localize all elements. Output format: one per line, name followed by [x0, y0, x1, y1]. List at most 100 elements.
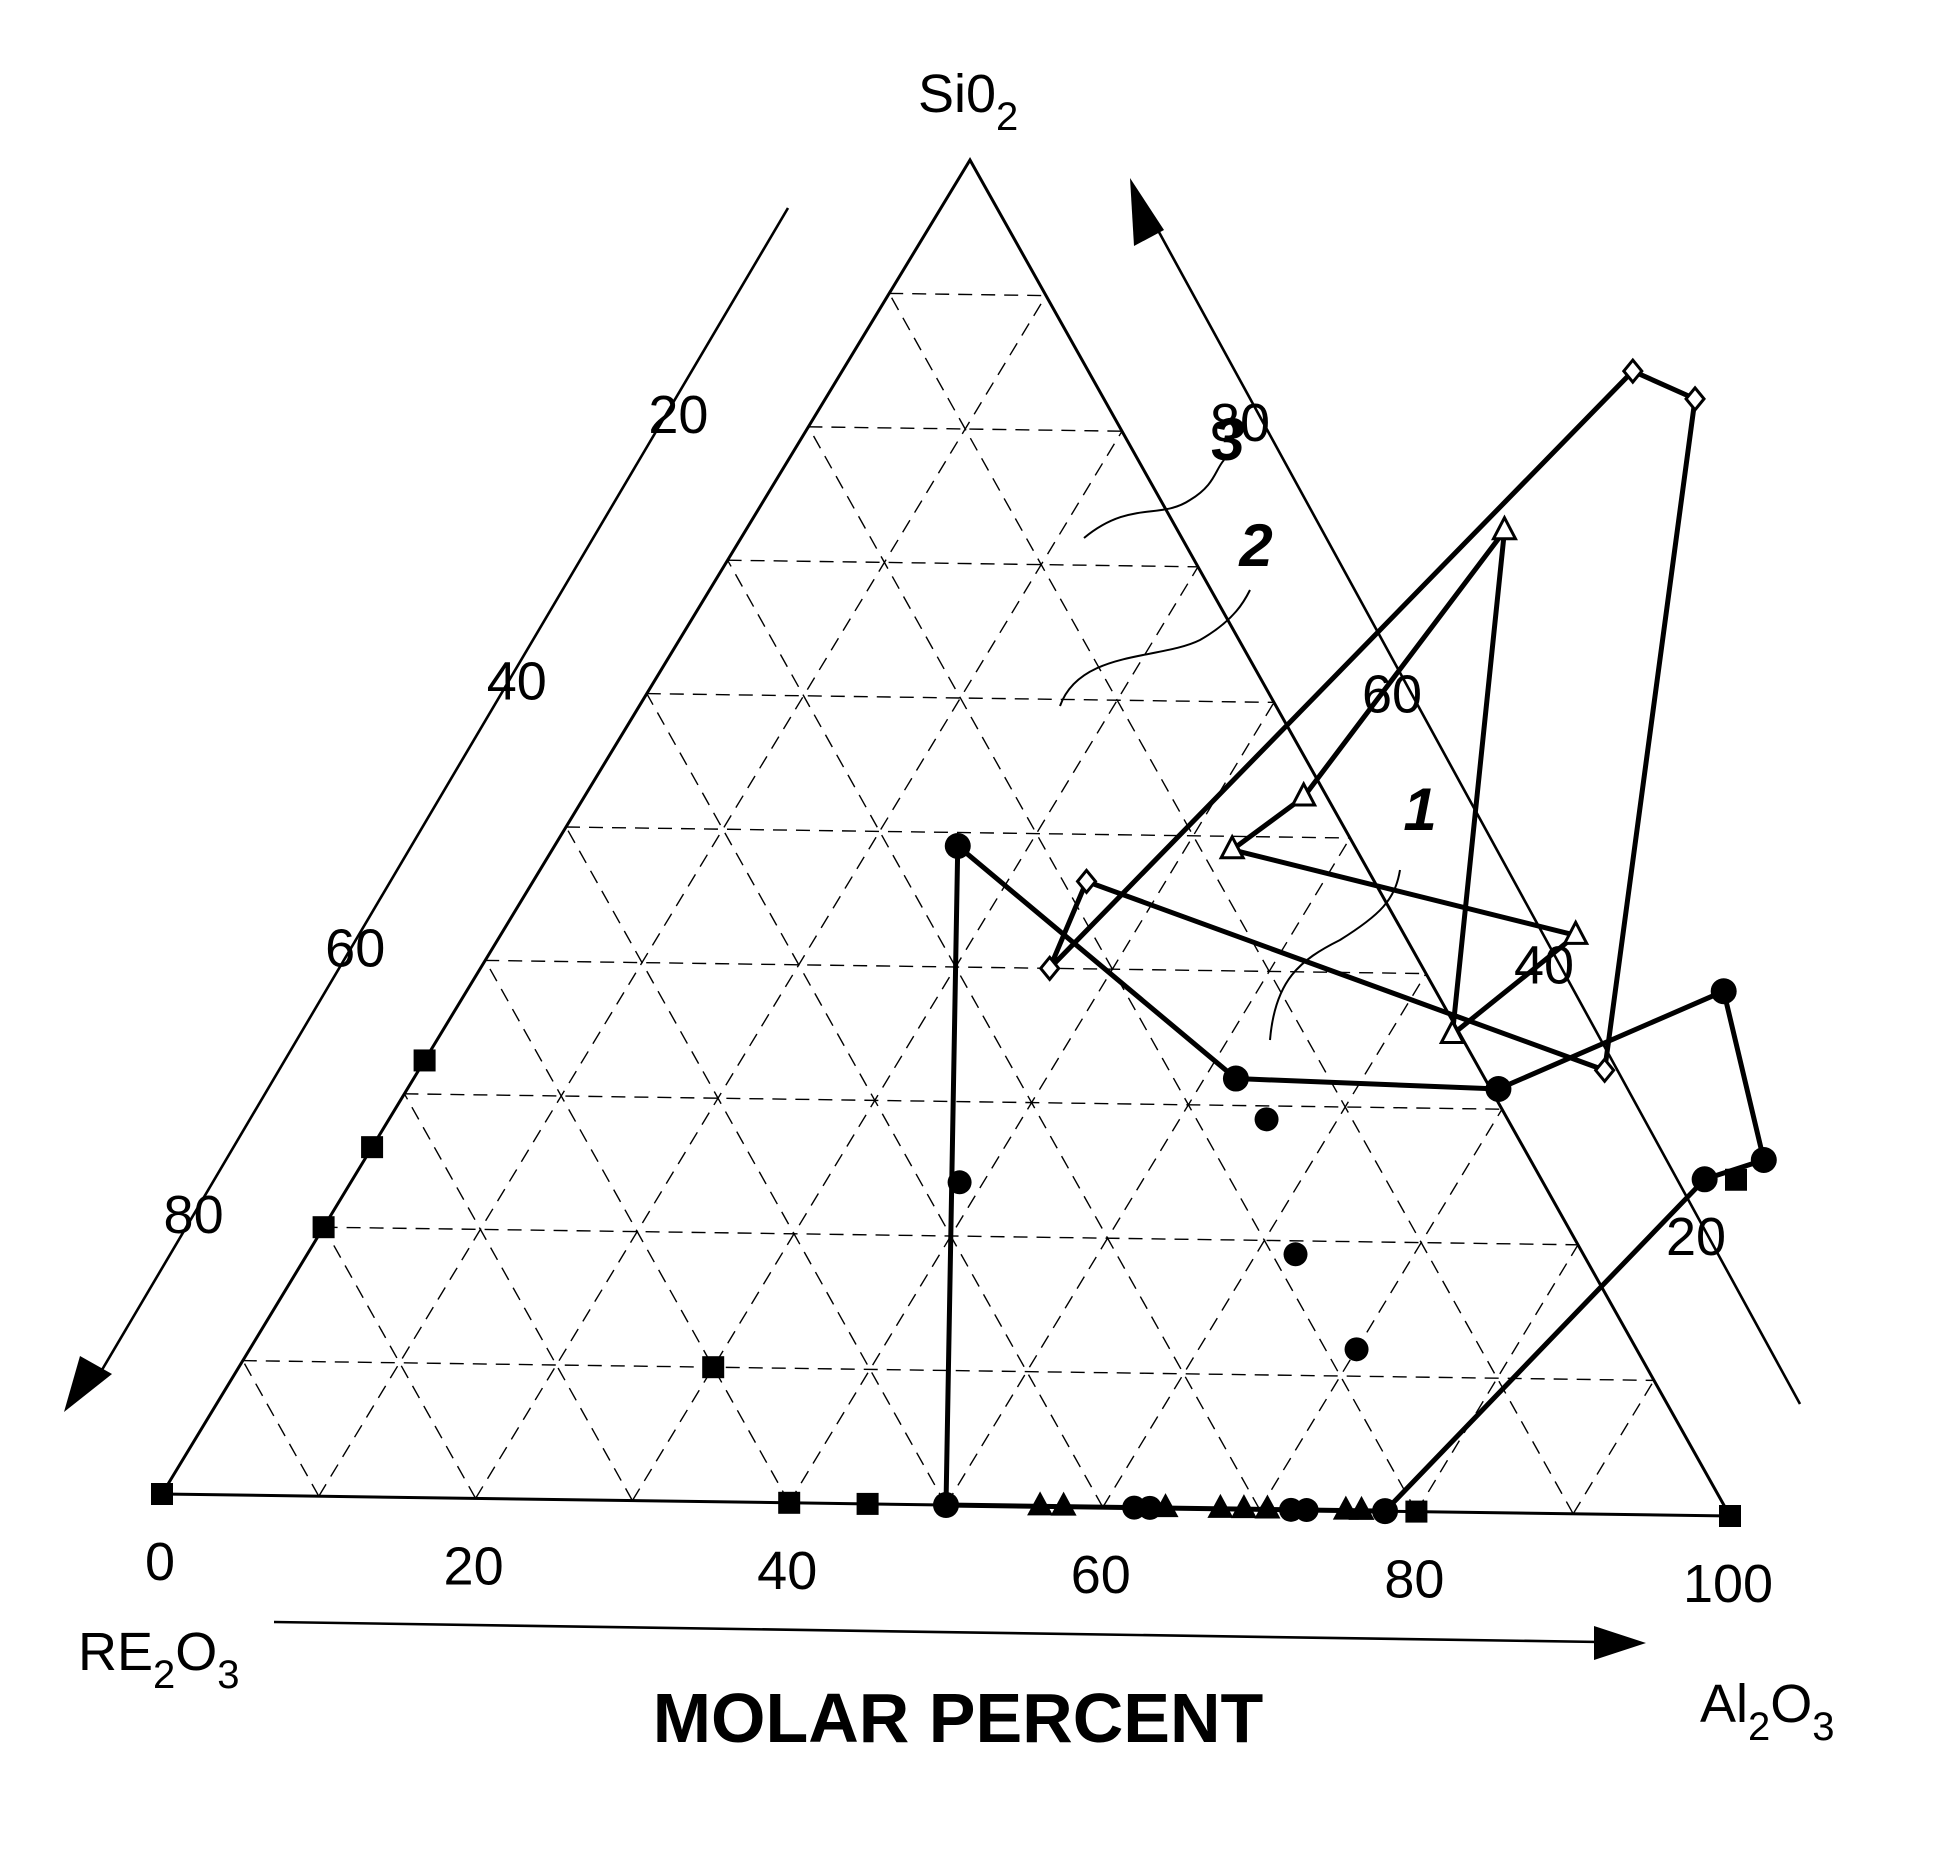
tick-labels: 0 20 40 60 80 100 20 40 60 80 80 60 40 20 [145, 385, 1773, 1614]
grid-line-al2o3 [788, 702, 1275, 1504]
region-2-point [1218, 833, 1246, 860]
region-3-point [1593, 1056, 1616, 1084]
left-tick-label: 40 [487, 652, 547, 712]
grid-line-re2o3 [242, 1360, 320, 1497]
square-point [413, 1049, 436, 1072]
right-axis-arrowhead [1130, 178, 1164, 246]
grid-line-re2o3 [888, 293, 1574, 1515]
apex-label-al2o3: Al2O3 [1700, 1674, 1835, 1749]
left-axis-arrowhead [64, 1356, 112, 1412]
region-3-point [1621, 357, 1644, 385]
grid-line-re2o3 [322, 1226, 477, 1499]
grid-line-sio2 [727, 559, 1199, 568]
bottom-tick-label: 0 [145, 1532, 175, 1592]
region-2-boundary [1229, 528, 1579, 1038]
grid-line-sio2 [808, 426, 1123, 432]
axis-arrows [64, 178, 1802, 1660]
region-3-boundary [1047, 368, 1698, 1073]
bottom-axis-arrowhead [1594, 1626, 1646, 1660]
triangle-point [1152, 1493, 1179, 1518]
right-tick-label: 60 [1362, 664, 1422, 724]
region-2-point [1562, 919, 1590, 945]
bottom-axis-arrow [273, 1620, 1601, 1644]
region-1-point [1710, 978, 1737, 1005]
triangle-outline [159, 157, 1733, 1518]
square-point [702, 1356, 725, 1379]
region-1-point [933, 1492, 959, 1518]
square-point [1719, 1505, 1741, 1527]
region-2-point [1438, 1018, 1466, 1045]
apex-label-re2o3: RE2O3 [78, 1622, 240, 1697]
triangle-point [1254, 1494, 1281, 1519]
left-tick-label: 80 [164, 1185, 224, 1245]
left-tick-label: 20 [648, 385, 708, 445]
bottom-tick-label: 80 [1384, 1550, 1444, 1610]
right-tick-label: 80 [1210, 393, 1270, 453]
grid-lines [242, 292, 1655, 1515]
square-point [361, 1136, 384, 1159]
region-3-point [1075, 868, 1098, 895]
left-tick-label: 60 [325, 918, 385, 978]
grid-line-re2o3 [726, 559, 1261, 1510]
square-point [151, 1483, 173, 1505]
grid-line-re2o3 [646, 693, 1104, 1508]
triangle-frame [159, 157, 1733, 1518]
right-tick-label: 20 [1666, 1207, 1726, 1267]
data-points [151, 357, 1777, 1527]
bottom-tick-label: 20 [444, 1536, 504, 1596]
region-2-point [1290, 780, 1318, 807]
region-1-point [1222, 1065, 1249, 1092]
circle-point [1283, 1242, 1308, 1267]
region-2-label: 2 [1238, 512, 1272, 579]
triangle-point [1050, 1491, 1077, 1516]
region-1-label: 1 [1403, 776, 1436, 843]
grid-line-sio2 [646, 692, 1275, 704]
grid-line-al2o3 [318, 295, 1047, 1497]
region-1-point [1750, 1146, 1777, 1173]
grid-line-sio2 [565, 826, 1351, 839]
square-point [1725, 1168, 1747, 1191]
triangle-point [1027, 1491, 1054, 1516]
grid-line-re2o3 [403, 1093, 634, 1501]
region-1-leader [1269, 869, 1401, 1041]
bottom-tick-label: 100 [1683, 1554, 1773, 1614]
axis-title: MOLAR PERCENT [653, 1679, 1264, 1757]
grid-line-re2o3 [565, 826, 947, 1506]
grid-line-al2o3 [1259, 1108, 1503, 1510]
region-2-leader [1059, 589, 1251, 707]
triangle-point [1230, 1494, 1257, 1519]
region-3-label: 3 [1211, 406, 1244, 473]
region-2-point [1491, 514, 1518, 541]
left-axis-arrow [94, 207, 790, 1381]
region-labels: 1 2 3 [1211, 406, 1436, 843]
region-1-point [1372, 1498, 1399, 1525]
grid-line-al2o3 [1102, 973, 1427, 1508]
circle-point [1294, 1498, 1319, 1523]
square-point [1405, 1500, 1428, 1523]
grid-line-re2o3 [484, 960, 790, 1504]
square-point [312, 1216, 335, 1239]
region-3-point [1038, 954, 1061, 982]
grid-line-sio2 [889, 292, 1047, 297]
region-1-point [1485, 1075, 1512, 1102]
grid-line-al2o3 [1415, 1244, 1579, 1512]
triangle-point [1348, 1495, 1375, 1520]
region-3-point [1684, 385, 1706, 413]
circle-point [1254, 1107, 1279, 1132]
grid-line-sio2 [242, 1359, 1655, 1382]
apex-label-sio2: Si02 [918, 64, 1018, 139]
bottom-tick-label: 60 [1071, 1545, 1131, 1605]
circle-point [1344, 1337, 1369, 1362]
square-point [778, 1491, 801, 1514]
bottom-tick-label: 40 [757, 1541, 817, 1601]
grid-line-al2o3 [945, 837, 1351, 1506]
grid-line-al2o3 [631, 566, 1199, 1501]
circle-point [947, 1170, 972, 1195]
right-tick-label: 40 [1514, 936, 1574, 996]
region-1-point [1691, 1166, 1718, 1193]
region-1-point [944, 832, 971, 859]
region-3-leader [1083, 459, 1225, 539]
square-point [856, 1492, 879, 1515]
